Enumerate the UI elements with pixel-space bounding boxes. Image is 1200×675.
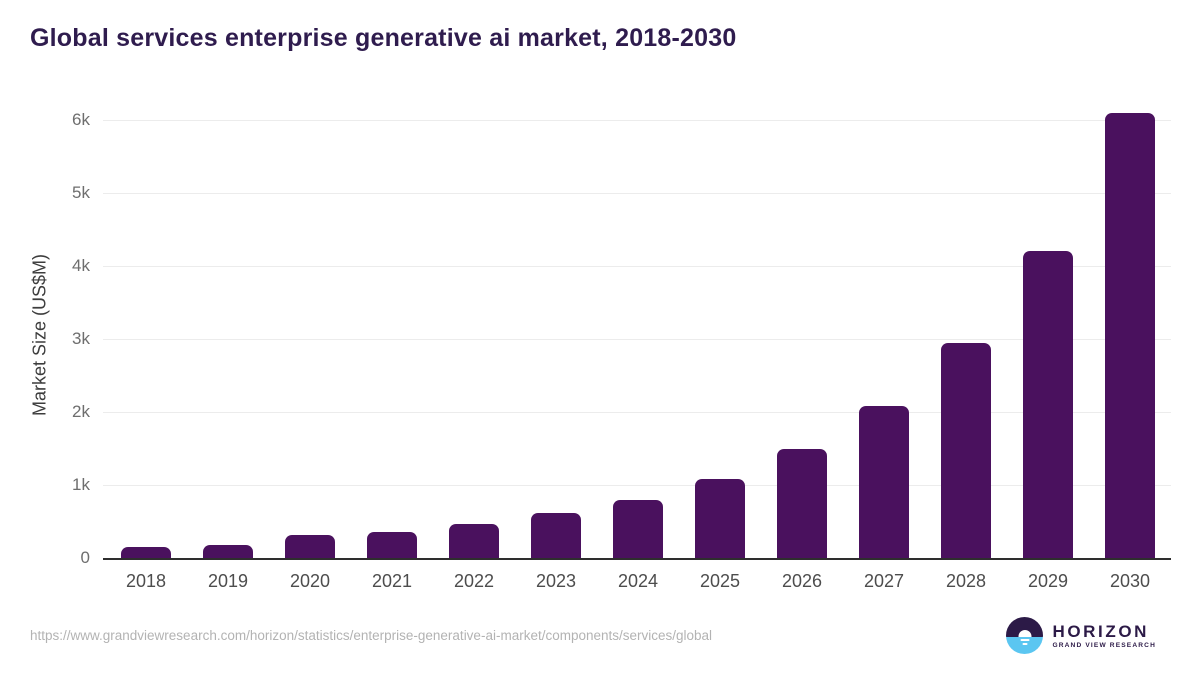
y-tick-label-3k: 3k bbox=[72, 329, 90, 348]
x-tick-label-2026: 2026 bbox=[781, 571, 823, 591]
bar-2029[interactable] bbox=[1023, 251, 1073, 558]
gridline-4k bbox=[103, 265, 1171, 267]
bar-2028[interactable] bbox=[941, 343, 991, 558]
sun-reflection-line-icon bbox=[1022, 642, 1028, 645]
bar-2026[interactable] bbox=[777, 448, 827, 558]
horizon-sun-icon bbox=[1006, 617, 1044, 654]
x-tick-label-2018: 2018 bbox=[125, 571, 167, 591]
bar-2020[interactable] bbox=[285, 534, 335, 558]
bar-2018[interactable] bbox=[121, 546, 171, 558]
x-tick-label-2030: 2030 bbox=[1109, 571, 1151, 591]
horizon-logo-text: HORIZON GRAND VIEW RESEARCH bbox=[1052, 622, 1156, 650]
chart-title: Global services enterprise generative ai… bbox=[30, 24, 737, 52]
bar-2022[interactable] bbox=[449, 524, 499, 558]
x-tick-label-2021: 2021 bbox=[371, 571, 413, 591]
horizon-logo: HORIZON GRAND VIEW RESEARCH bbox=[1006, 617, 1156, 654]
gridline-2k bbox=[103, 411, 1171, 413]
bar-2023[interactable] bbox=[531, 513, 581, 558]
logo-title: HORIZON bbox=[1052, 621, 1150, 641]
bar-2030[interactable] bbox=[1105, 112, 1155, 558]
x-tick-label-2019: 2019 bbox=[207, 571, 249, 591]
x-tick-label-2023: 2023 bbox=[535, 571, 577, 591]
y-tick-label-2k: 2k bbox=[72, 402, 90, 421]
x-tick-label-2024: 2024 bbox=[617, 571, 659, 591]
x-tick-label-2020: 2020 bbox=[289, 571, 331, 591]
x-tick-label-2022: 2022 bbox=[453, 571, 495, 591]
gridline-3k bbox=[103, 338, 1171, 340]
gridline-6k bbox=[103, 119, 1171, 121]
y-tick-label-4k: 4k bbox=[72, 256, 90, 275]
x-tick-label-2029: 2029 bbox=[1027, 571, 1069, 591]
bar-2025[interactable] bbox=[695, 479, 745, 558]
y-tick-label-0: 0 bbox=[80, 548, 90, 567]
gridline-5k bbox=[103, 192, 1171, 194]
bar-2027[interactable] bbox=[859, 406, 909, 558]
sun-reflection-line-icon bbox=[1020, 638, 1030, 642]
bar-2024[interactable] bbox=[613, 499, 663, 558]
y-tick-label-1k: 1k bbox=[72, 475, 90, 494]
x-tick-label-2027: 2027 bbox=[863, 571, 905, 591]
sun-dome-icon bbox=[1018, 629, 1032, 637]
source-url: https://www.grandviewresearch.com/horizo… bbox=[30, 628, 713, 643]
x-tick-label-2028: 2028 bbox=[945, 571, 987, 591]
gridline-1k bbox=[103, 484, 1171, 486]
x-tick-label-2025: 2025 bbox=[699, 571, 741, 591]
y-tick-label-5k: 5k bbox=[72, 183, 90, 202]
y-tick-label-6k: 6k bbox=[72, 110, 90, 129]
bar-2021[interactable] bbox=[367, 532, 417, 558]
logo-subtitle: GRAND VIEW RESEARCH bbox=[1052, 642, 1156, 650]
plot-area bbox=[103, 105, 1171, 560]
bar-2019[interactable] bbox=[203, 544, 253, 558]
